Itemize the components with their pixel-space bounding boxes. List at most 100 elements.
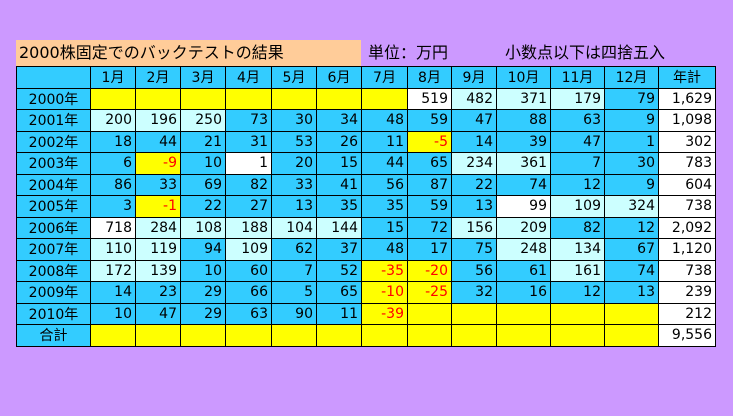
table-row: 2001年 200 196 250 73 30 34 48 59 47 88 63 9 1,098 <box>16 109 716 132</box>
month-cell: 30 <box>604 152 659 175</box>
month-cell: 44 <box>361 152 408 175</box>
month-cell: 48 <box>361 109 408 132</box>
year-total-cell: 212 <box>658 302 716 325</box>
month-cell: 73 <box>225 109 272 132</box>
month-cell: 27 <box>225 195 272 218</box>
month-cell <box>316 324 362 347</box>
year-total-cell: 1,098 <box>658 109 716 132</box>
month-cell: 10 <box>180 152 226 175</box>
table-row: 合計 9,556 <box>16 324 716 347</box>
month-cell: 14 <box>90 281 136 304</box>
month-cell: 53 <box>271 130 317 153</box>
header-month: 12月 <box>604 66 659 89</box>
month-cell: 519 <box>407 87 452 110</box>
month-cell: -5 <box>407 130 452 153</box>
month-cell: 144 <box>316 216 362 239</box>
month-cell <box>90 87 136 110</box>
month-cell: 99 <box>496 195 551 218</box>
month-cell <box>316 87 362 110</box>
header-row: 1月 2月 3月 4月 5月 6月 7月 8月 9月 10月 11月 12月 年計 <box>16 66 716 89</box>
backtest-table: 1月 2月 3月 4月 5月 6月 7月 8月 9月 10月 11月 12月 年計 2000年 519 48… <box>16 66 716 347</box>
row-label: 2002年 <box>16 130 91 153</box>
month-cell: 196 <box>135 109 181 132</box>
month-cell: 62 <box>271 238 317 261</box>
month-cell: 86 <box>90 173 136 196</box>
month-cell <box>135 87 181 110</box>
month-cell: 29 <box>180 281 226 304</box>
month-cell: 72 <box>407 216 452 239</box>
header-month: 2月 <box>135 66 181 89</box>
month-cell: 37 <box>316 238 362 261</box>
month-cell: 22 <box>180 195 226 218</box>
month-cell: 108 <box>180 216 226 239</box>
header-month: 1月 <box>90 66 136 89</box>
month-cell: 5 <box>271 281 317 304</box>
month-cell: 11 <box>361 130 408 153</box>
month-cell: -10 <box>361 281 408 304</box>
month-cell: -1 <box>135 195 181 218</box>
month-cell: 32 <box>451 281 497 304</box>
header-month: 10月 <box>496 66 551 89</box>
header-year-total: 年計 <box>658 66 716 89</box>
month-cell: 59 <box>407 195 452 218</box>
month-cell <box>604 324 659 347</box>
month-cell: 75 <box>451 238 497 261</box>
month-cell: 1 <box>225 152 272 175</box>
month-cell: 1 <box>604 130 659 153</box>
month-cell: 134 <box>550 238 605 261</box>
month-cell: 7 <box>271 259 317 282</box>
year-total-cell: 302 <box>658 130 716 153</box>
month-cell: 79 <box>604 87 659 110</box>
month-cell: 69 <box>180 173 226 196</box>
month-cell: 13 <box>604 281 659 304</box>
rounding-note: 小数点以下は四捨五入 <box>505 43 666 62</box>
month-cell: 9 <box>604 173 659 196</box>
month-cell: 33 <box>135 173 181 196</box>
month-cell: 248 <box>496 238 551 261</box>
month-cell: 35 <box>361 195 408 218</box>
month-cell <box>550 324 605 347</box>
month-cell: 61 <box>496 259 551 282</box>
month-cell: 16 <box>496 281 551 304</box>
month-cell: 56 <box>451 259 497 282</box>
header-month: 5月 <box>271 66 317 89</box>
month-cell: 18 <box>90 130 136 153</box>
month-cell: -25 <box>407 281 452 304</box>
year-total-cell: 604 <box>658 173 716 196</box>
month-cell: 56 <box>361 173 408 196</box>
month-cell: 284 <box>135 216 181 239</box>
month-cell: 324 <box>604 195 659 218</box>
year-total-cell: 783 <box>658 152 716 175</box>
month-cell: 161 <box>550 259 605 282</box>
row-label: 2005年 <box>16 195 91 218</box>
month-cell: 15 <box>361 216 408 239</box>
month-cell: 65 <box>407 152 452 175</box>
row-label: 合計 <box>16 324 91 347</box>
month-cell: 60 <box>225 259 272 282</box>
table-row: 2009年 14 23 29 66 5 65 -10 -25 32 16 12 13 239 <box>16 281 716 304</box>
month-cell: 23 <box>135 281 181 304</box>
month-cell <box>135 324 181 347</box>
month-cell: 718 <box>90 216 136 239</box>
month-cell: 33 <box>271 173 317 196</box>
table-row: 2006年 718 284 108 188 104 144 15 72 156 209 82 12 2,0… <box>16 216 716 239</box>
month-cell <box>361 87 408 110</box>
month-cell: 59 <box>407 109 452 132</box>
month-cell: 10 <box>180 259 226 282</box>
month-cell: 87 <box>407 173 452 196</box>
month-cell: 88 <box>496 109 551 132</box>
header-month: 7月 <box>361 66 408 89</box>
month-cell <box>90 324 136 347</box>
month-cell: 63 <box>550 109 605 132</box>
year-total-cell: 1,120 <box>658 238 716 261</box>
month-cell: -20 <box>407 259 452 282</box>
month-cell: 14 <box>451 130 497 153</box>
row-label: 2008年 <box>16 259 91 282</box>
month-cell <box>180 324 226 347</box>
month-cell: 94 <box>180 238 226 261</box>
month-cell: 66 <box>225 281 272 304</box>
row-label: 2004年 <box>16 173 91 196</box>
year-total-cell: 738 <box>658 195 716 218</box>
month-cell: 13 <box>451 195 497 218</box>
month-cell: 12 <box>550 173 605 196</box>
